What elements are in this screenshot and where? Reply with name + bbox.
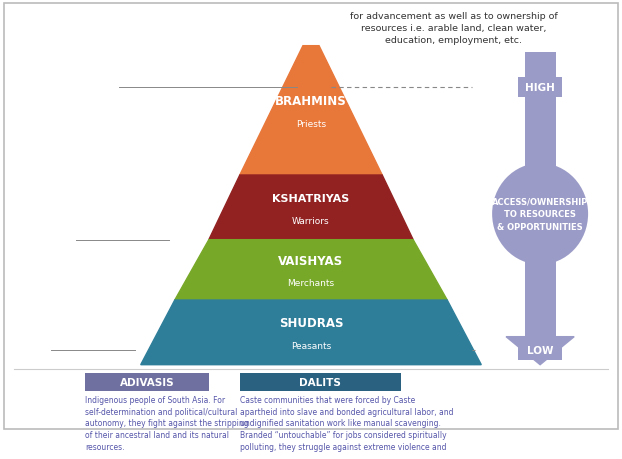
Text: KSHATRIYAS: KSHATRIYAS bbox=[272, 193, 350, 203]
Text: Merchants: Merchants bbox=[287, 279, 335, 288]
Bar bbox=[85, 374, 209, 391]
Text: Caste communities that were forced by Caste
apartheid into slave and bonded agri: Caste communities that were forced by Ca… bbox=[240, 395, 453, 451]
Text: DALITS: DALITS bbox=[299, 377, 341, 387]
Text: Indigenous people of South Asia. For
self-determination and political/cultural
a: Indigenous people of South Asia. For sel… bbox=[85, 395, 249, 451]
Bar bbox=[518, 340, 562, 361]
Polygon shape bbox=[175, 240, 447, 300]
Bar bbox=[524, 53, 555, 337]
Bar bbox=[240, 374, 401, 391]
Text: ADIVASIS: ADIVASIS bbox=[119, 377, 174, 387]
Text: Warriors: Warriors bbox=[292, 216, 330, 225]
Text: ACCESS/OWNERSHIP
TO RESOURCES
& OPPORTUNITIES: ACCESS/OWNERSHIP TO RESOURCES & OPPORTUN… bbox=[492, 197, 588, 231]
Polygon shape bbox=[209, 176, 413, 240]
Text: SHUDRAS: SHUDRAS bbox=[279, 317, 343, 330]
Ellipse shape bbox=[492, 164, 588, 265]
Polygon shape bbox=[506, 337, 574, 365]
Bar bbox=[518, 78, 562, 98]
Text: LOW: LOW bbox=[527, 345, 554, 355]
Polygon shape bbox=[240, 46, 382, 176]
Polygon shape bbox=[141, 300, 481, 365]
Text: for advancement as well as to ownership of
resources i.e. arable land, clean wat: for advancement as well as to ownership … bbox=[350, 12, 557, 45]
Text: Peasants: Peasants bbox=[291, 341, 331, 350]
Text: BRAHMINS: BRAHMINS bbox=[275, 95, 347, 108]
Text: Priests: Priests bbox=[296, 119, 326, 129]
Text: HIGH: HIGH bbox=[525, 83, 555, 93]
Text: VAISHYAS: VAISHYAS bbox=[279, 254, 343, 267]
